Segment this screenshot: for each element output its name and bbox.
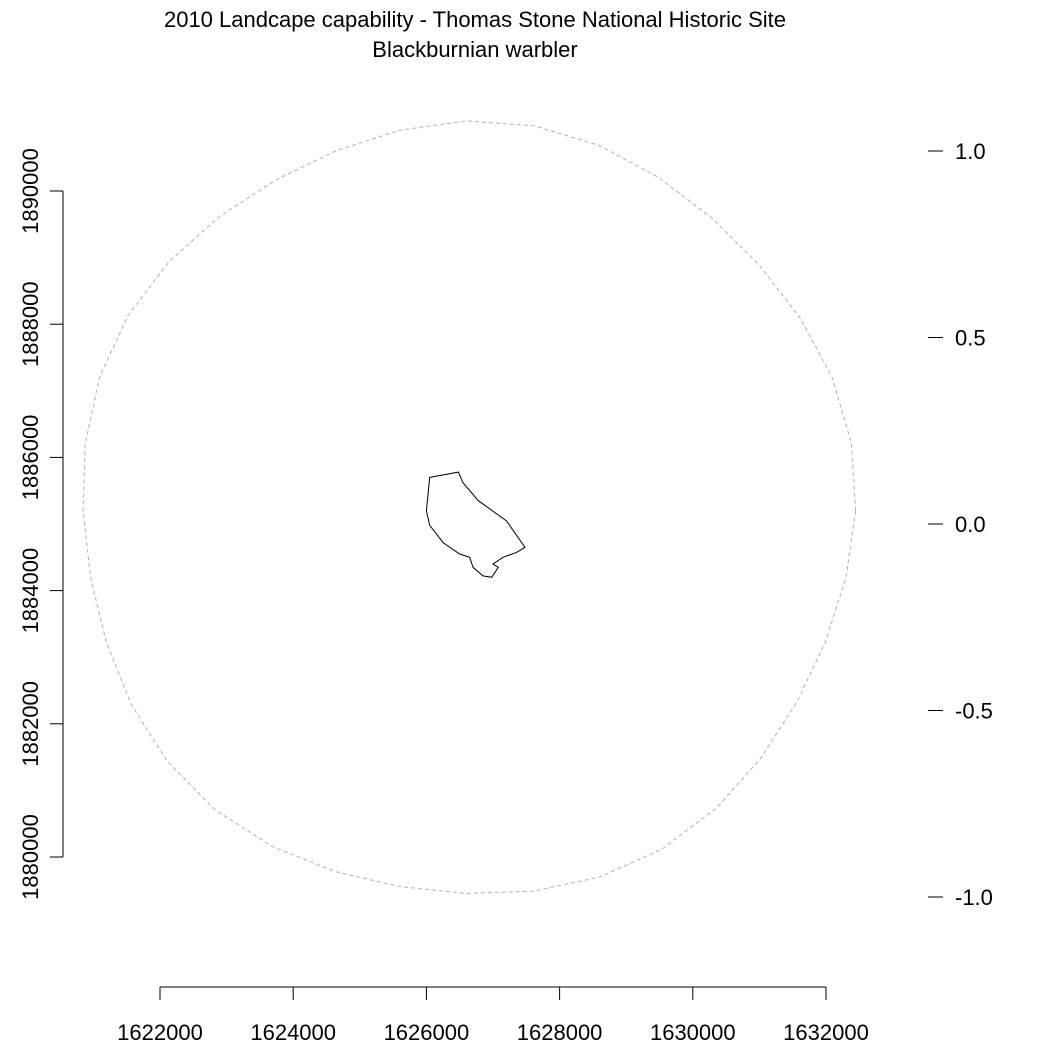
- legend-axis-tick-label: -0.5: [955, 699, 993, 724]
- x-axis-tick-label: 1624000: [250, 1020, 336, 1045]
- plot-subtitle: Blackburnian warbler: [372, 37, 577, 62]
- x-axis-tick-label: 1626000: [384, 1020, 470, 1045]
- legend-axis-tick-label: 0.0: [955, 512, 986, 537]
- legend-axis: 1.0 0.5 0.0 -0.5 -1.0: [928, 139, 993, 910]
- x-axis-tick-label: 1632000: [783, 1020, 869, 1045]
- plot-title: 2010 Landcape capability - Thomas Stone …: [164, 7, 786, 32]
- y-axis-tick-label: 1880000: [18, 814, 43, 900]
- x-axis-tick-label: 1628000: [517, 1020, 603, 1045]
- y-axis-tick-label: 1882000: [18, 681, 43, 767]
- legend-axis-tick-label: -1.0: [955, 885, 993, 910]
- y-axis: 1880000 1882000 1884000 1886000 1888000 18900…: [18, 148, 64, 900]
- x-axis-tick-label: 1622000: [117, 1020, 203, 1045]
- legend-axis-tick-label: 1.0: [955, 139, 986, 164]
- y-axis-tick-label: 1886000: [18, 415, 43, 501]
- y-axis-tick-label: 1884000: [18, 548, 43, 634]
- x-axis: 1622000 1624000 1626000 1628000 1630000 16320…: [117, 986, 869, 1045]
- buffer-circle: [82, 120, 857, 894]
- y-axis-tick-label: 1888000: [18, 281, 43, 367]
- y-axis-tick-label: 1890000: [18, 148, 43, 234]
- legend-axis-tick-label: 0.5: [955, 326, 986, 351]
- park-boundary-polygon: [425, 471, 526, 578]
- x-axis-tick-label: 1630000: [650, 1020, 736, 1045]
